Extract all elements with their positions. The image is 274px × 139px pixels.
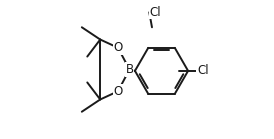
- Text: B: B: [125, 63, 133, 76]
- Text: O: O: [113, 85, 122, 98]
- Text: O: O: [113, 41, 122, 54]
- Text: Cl: Cl: [149, 6, 161, 19]
- Text: Cl: Cl: [197, 64, 209, 77]
